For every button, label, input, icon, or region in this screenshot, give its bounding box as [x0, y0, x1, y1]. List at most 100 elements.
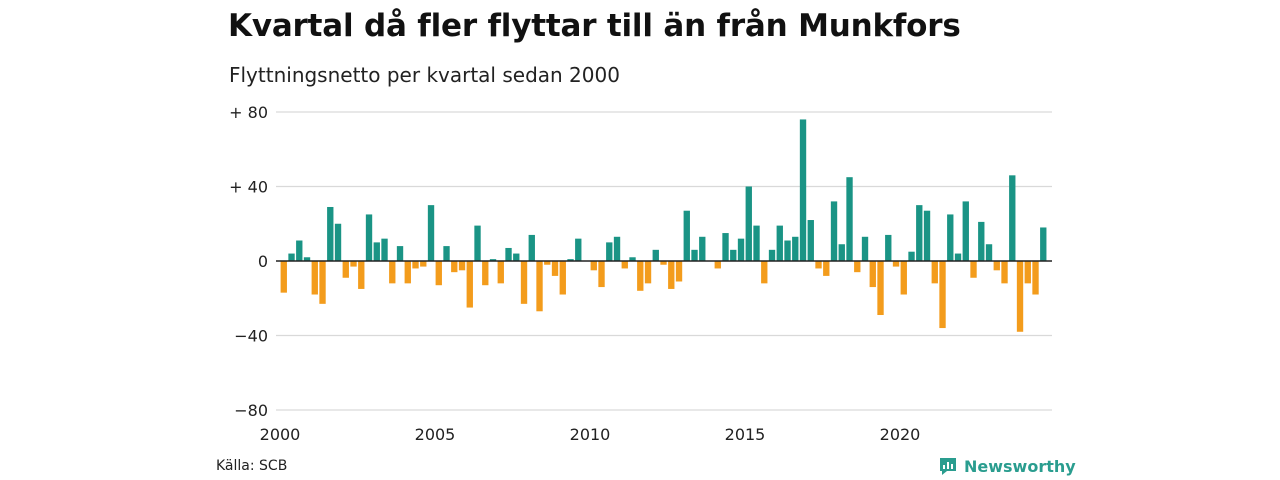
bar-2020-k1[interactable] [900, 261, 907, 295]
bar-2017-k1[interactable] [807, 220, 814, 261]
bar-2003-k4[interactable] [396, 246, 404, 261]
bar-2016-k4[interactable] [799, 119, 807, 261]
bar-2020-k3[interactable] [916, 205, 923, 262]
bar-2006-k1[interactable] [466, 261, 473, 308]
bar-2023-k2[interactable] [1001, 261, 1008, 284]
bar-2023-k1[interactable] [993, 261, 1000, 271]
bar-2010-k1[interactable] [590, 261, 597, 271]
bar-2004-k3[interactable] [420, 261, 427, 267]
bar-2006-k3[interactable] [482, 261, 489, 286]
bar-2009-k2[interactable] [567, 259, 574, 261]
bar-2020-k2[interactable] [908, 251, 915, 261]
grid-lines [276, 111, 1052, 411]
bar-2022-k3[interactable] [978, 221, 985, 261]
bar-2008-k3[interactable] [544, 261, 551, 265]
bar-2016-k3[interactable] [792, 236, 799, 261]
bar-2001-k4[interactable] [334, 223, 342, 261]
bar-2017-k3[interactable] [823, 261, 830, 276]
bar-2001-k1[interactable] [311, 261, 318, 295]
bar-2014-k1[interactable] [714, 261, 721, 269]
brand[interactable]: Newsworthy [938, 456, 1076, 476]
bar-2000-k4[interactable] [303, 257, 311, 261]
bar-2006-k2[interactable] [474, 225, 481, 261]
bar-2015-k2[interactable] [753, 225, 760, 261]
bar-2007-k2[interactable] [505, 247, 512, 261]
bar-2010-k3[interactable] [606, 242, 613, 262]
bar-2021-k1[interactable] [931, 261, 938, 284]
bar-2013-k3[interactable] [699, 236, 706, 261]
bar-2007-k3[interactable] [513, 253, 520, 261]
bar-2013-k1[interactable] [683, 210, 690, 261]
bar-2002-k2[interactable] [350, 261, 357, 267]
bar-2018-k1[interactable] [838, 244, 845, 261]
bar-2019-k3[interactable] [885, 234, 892, 261]
bar-2021-k2[interactable] [939, 261, 946, 329]
bar-2023-k4[interactable] [1016, 261, 1024, 332]
bar-2021-k3[interactable] [947, 214, 954, 261]
bar-2000-k2[interactable] [288, 253, 295, 261]
bar-2003-k1[interactable] [373, 242, 380, 262]
bar-2002-k4[interactable] [365, 214, 373, 261]
bar-2003-k2[interactable] [381, 238, 388, 261]
bar-2018-k2[interactable] [846, 177, 853, 261]
bar-2000-k3[interactable] [296, 240, 303, 261]
bar-2019-k4[interactable] [892, 261, 900, 267]
bar-2012-k4[interactable] [675, 261, 683, 282]
bar-2007-k1[interactable] [497, 261, 504, 284]
bar-2000-k1[interactable] [280, 261, 287, 293]
bar-2011-k2[interactable] [629, 257, 636, 261]
bar-2021-k4[interactable] [954, 253, 962, 261]
bar-2007-k4[interactable] [520, 261, 528, 304]
bar-2015-k4[interactable] [768, 249, 776, 261]
bar-2010-k4[interactable] [613, 236, 621, 261]
bar-2022-k4[interactable] [985, 244, 993, 261]
bar-2022-k2[interactable] [970, 261, 977, 278]
bar-2012-k1[interactable] [652, 249, 659, 261]
bar-2024-k2[interactable] [1032, 261, 1039, 295]
y-tick-label: −40 [234, 327, 268, 346]
bar-2004-k1[interactable] [404, 261, 411, 284]
bar-2013-k2[interactable] [691, 249, 698, 261]
bar-2009-k1[interactable] [559, 261, 566, 295]
bar-2024-k1[interactable] [1024, 261, 1031, 284]
bar-2001-k3[interactable] [327, 206, 334, 261]
bar-2015-k3[interactable] [761, 261, 768, 284]
bar-2019-k2[interactable] [877, 261, 884, 316]
bar-2017-k4[interactable] [830, 201, 838, 261]
bar-2002-k1[interactable] [342, 261, 349, 278]
bar-2019-k1[interactable] [869, 261, 876, 288]
bar-2004-k2[interactable] [412, 261, 419, 269]
bar-2005-k1[interactable] [435, 261, 442, 286]
bar-2014-k4[interactable] [737, 238, 745, 261]
bar-2002-k3[interactable] [358, 261, 365, 289]
bar-2001-k2[interactable] [319, 261, 326, 304]
bar-2014-k2[interactable] [722, 233, 729, 261]
bar-2020-k4[interactable] [923, 210, 931, 261]
bar-2023-k3[interactable] [1009, 175, 1016, 261]
bar-2011-k1[interactable] [621, 261, 628, 269]
bar-2012-k2[interactable] [660, 261, 667, 265]
bar-2008-k2[interactable] [536, 261, 543, 312]
bar-2010-k2[interactable] [598, 261, 605, 288]
bar-2005-k2[interactable] [443, 246, 450, 261]
bar-2015-k1[interactable] [745, 186, 752, 262]
bar-2012-k3[interactable] [668, 261, 675, 289]
bar-2005-k4[interactable] [458, 261, 466, 271]
bar-2011-k4[interactable] [644, 261, 652, 284]
bar-2022-k1[interactable] [962, 201, 969, 261]
bar-2018-k4[interactable] [861, 236, 869, 261]
bar-2003-k3[interactable] [389, 261, 396, 284]
bar-2016-k2[interactable] [784, 240, 791, 261]
bar-2008-k4[interactable] [551, 261, 559, 276]
bar-2004-k4[interactable] [427, 205, 435, 262]
bar-2009-k3[interactable] [575, 238, 582, 261]
bar-2006-k4[interactable] [489, 259, 497, 261]
bar-2014-k3[interactable] [730, 249, 737, 261]
bar-2016-k1[interactable] [776, 225, 783, 261]
bar-2011-k3[interactable] [637, 261, 644, 291]
bar-2008-k1[interactable] [528, 234, 535, 261]
bar-2024-k3[interactable] [1040, 227, 1047, 261]
bar-2017-k2[interactable] [815, 261, 822, 269]
bar-2005-k3[interactable] [451, 261, 458, 273]
bar-2018-k3[interactable] [854, 261, 861, 273]
